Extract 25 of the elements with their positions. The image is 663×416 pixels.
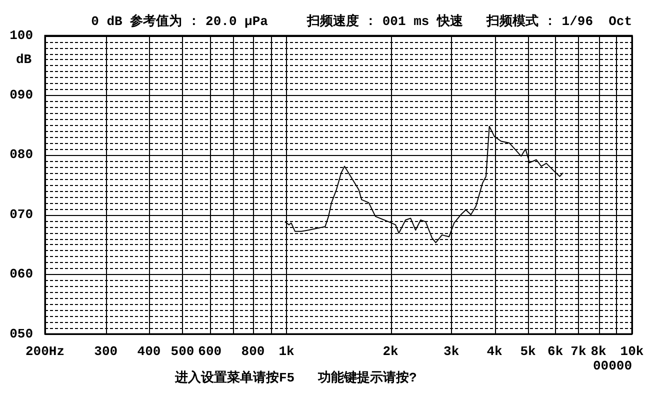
y-axis-title: dB <box>16 52 32 67</box>
y-tick-label: 100 <box>10 28 34 43</box>
y-tick-label: 050 <box>10 326 34 342</box>
x-tick-label: 500 <box>170 344 194 360</box>
x-tick-label: 6k <box>548 344 564 360</box>
x-tick-label: 200Hz <box>25 344 65 360</box>
x-tick-label: 2k <box>382 344 398 360</box>
x-tick-label: 5k <box>520 344 536 360</box>
y-tick-label: 090 <box>10 88 34 103</box>
x-tick-label: 3k <box>444 344 460 360</box>
x-tick-label: 1k <box>278 344 294 360</box>
x-tick-label: 800 <box>241 344 265 360</box>
chart-title: 0 dB 参考值为 : 20.0 μPa 扫频速度 : 001 ms 快速 扫频模式 : 1/96 Oct <box>91 13 632 30</box>
text: 进入设置菜单请按F5 功能键提示请按? <box>174 369 418 386</box>
x-tick-label: 400 <box>137 344 161 360</box>
x-tick-label: 300 <box>94 344 118 360</box>
x-tick-label: 600 <box>198 344 222 360</box>
y-tick-label: 060 <box>10 266 34 282</box>
x-tick-label: 10k <box>620 344 644 360</box>
y-tick-label: 080 <box>10 147 34 162</box>
y-tick-label: 070 <box>10 206 34 222</box>
x-tick-label: 7k <box>570 344 586 360</box>
x-tick-label: 4k <box>486 344 503 360</box>
x-tick-label: 8k <box>590 344 607 360</box>
text: 00000 <box>592 358 632 374</box>
